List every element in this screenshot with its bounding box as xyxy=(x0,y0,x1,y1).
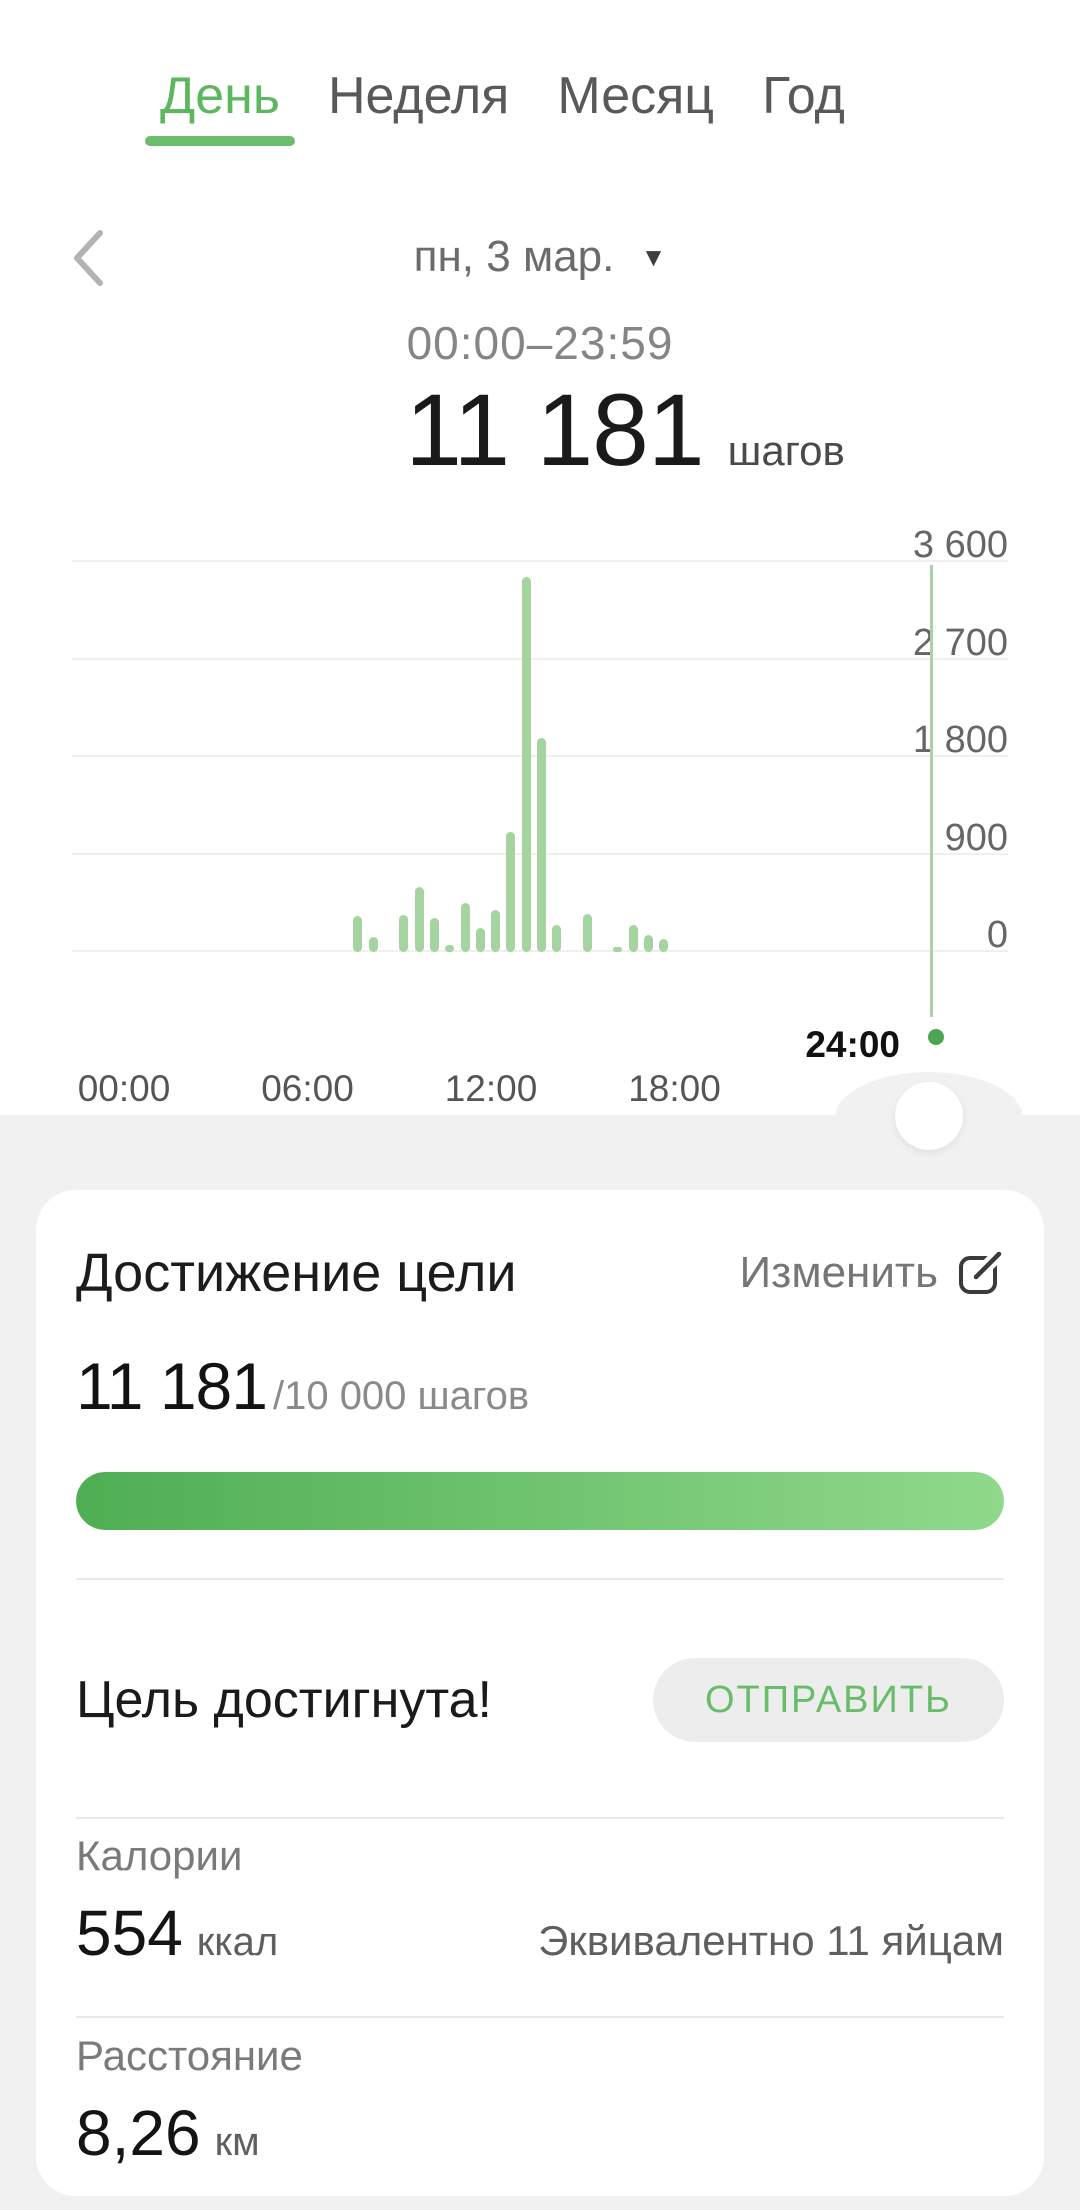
calories-unit: ккал xyxy=(196,1920,279,1964)
cursor-time-label: 24:00 xyxy=(805,1024,900,1065)
y-axis-tick-label: 1 800 xyxy=(912,719,1008,761)
send-button-label: ОТПРАВИТЬ xyxy=(704,1678,952,1721)
chart-gridline xyxy=(72,657,1008,660)
y-axis-tick-label: 3 600 xyxy=(912,524,1008,566)
goal-progress-bar xyxy=(76,1472,1004,1530)
x-axis-tick-label: 06:00 xyxy=(261,1068,354,1109)
edit-goal-label: Изменить xyxy=(739,1248,938,1297)
date-label: пн, 3 мар. xyxy=(413,232,615,281)
chart-bar xyxy=(506,831,516,952)
calories-row: 554 ккал Эквивалентно 11 яйцам xyxy=(76,1896,1004,1970)
steps-bar-chart[interactable]: 0 900 1 800 2 700 3 600 24:00 00:00 06:00 12:00 1… xyxy=(0,0,1080,1130)
chart-bar xyxy=(491,909,501,952)
chart-bar xyxy=(521,577,531,952)
edit-goal-button[interactable]: Изменить xyxy=(740,1248,1004,1298)
divider xyxy=(76,2016,1004,2018)
goal-card: Достижение цели Изменить 11 181 /10 000 … xyxy=(36,1190,1044,2196)
edit-square-icon xyxy=(959,1249,1004,1294)
cursor-line xyxy=(930,565,933,1017)
calories-value: 554 xyxy=(76,1897,183,1969)
chart-bar xyxy=(429,917,439,952)
steps-total: 11 181 шагов xyxy=(170,372,1080,489)
triangle-down-icon: ▼ xyxy=(640,241,667,272)
cursor-dot[interactable] xyxy=(928,1029,944,1045)
distance-value: 8,26 xyxy=(76,2097,201,2169)
chart-bar xyxy=(353,916,363,952)
chart-bar xyxy=(582,913,592,952)
distance-unit: км xyxy=(214,2120,260,2164)
x-axis-tick-label: 18:00 xyxy=(628,1068,721,1109)
divider xyxy=(76,1817,1004,1819)
calories-equivalent: Эквивалентно 11 яйцам xyxy=(538,1917,1004,1964)
time-range-label: 00:00–23:59 xyxy=(406,317,674,369)
chart-bar xyxy=(445,944,455,952)
chart-bar xyxy=(368,936,378,952)
distance-row: 8,26 км xyxy=(76,2096,1004,2170)
x-axis-tick-label: 00:00 xyxy=(77,1068,171,1109)
chart-bar xyxy=(399,914,409,952)
prev-day-button[interactable] xyxy=(58,228,118,288)
tab-month[interactable]: Месяц xyxy=(557,67,715,125)
chart-bar xyxy=(460,902,470,952)
chart-bar xyxy=(628,924,638,952)
chart-bar xyxy=(613,947,623,952)
drag-handle[interactable] xyxy=(895,1082,963,1150)
goal-status-text: Цель достигнута! xyxy=(76,1671,492,1729)
x-axis-tick-label: 12:00 xyxy=(444,1068,538,1109)
chart-bar xyxy=(643,934,653,952)
divider xyxy=(76,1578,1004,1580)
tab-day[interactable]: День xyxy=(144,66,295,146)
distance-label: Расстояние xyxy=(76,2032,303,2079)
goal-target-label: /10 000 шагов xyxy=(272,1374,530,1418)
date-selector[interactable]: пн, 3 мар. ▼ xyxy=(0,232,1080,282)
chart-bar xyxy=(475,927,485,952)
goal-card-title: Достижение цели xyxy=(76,1243,517,1303)
y-axis-tick-label: 900 xyxy=(944,816,1008,859)
send-button[interactable]: ОТПРАВИТЬ xyxy=(652,1658,1004,1742)
active-tab-underline xyxy=(144,136,295,146)
tab-year[interactable]: Год xyxy=(762,67,845,125)
period-tabs: День Неделя Месяц Год xyxy=(144,66,845,146)
chart-gridline xyxy=(72,560,1008,562)
chart-bar xyxy=(552,924,562,952)
y-axis-tick-label: 0 xyxy=(986,914,1008,956)
steps-total-value: 11 181 xyxy=(405,373,704,487)
goal-current-steps: 11 181 xyxy=(76,1349,268,1423)
y-axis-tick-label: 2 700 xyxy=(912,621,1008,664)
goal-progress-fill xyxy=(76,1472,1004,1530)
chart-bar xyxy=(659,939,669,952)
steps-total-unit: шагов xyxy=(727,427,845,474)
chart-bar xyxy=(536,737,546,952)
chart-bar xyxy=(414,887,424,952)
chevron-left-icon xyxy=(74,230,103,286)
calories-label: Калории xyxy=(76,1832,243,1879)
tab-week[interactable]: Неделя xyxy=(327,67,510,125)
